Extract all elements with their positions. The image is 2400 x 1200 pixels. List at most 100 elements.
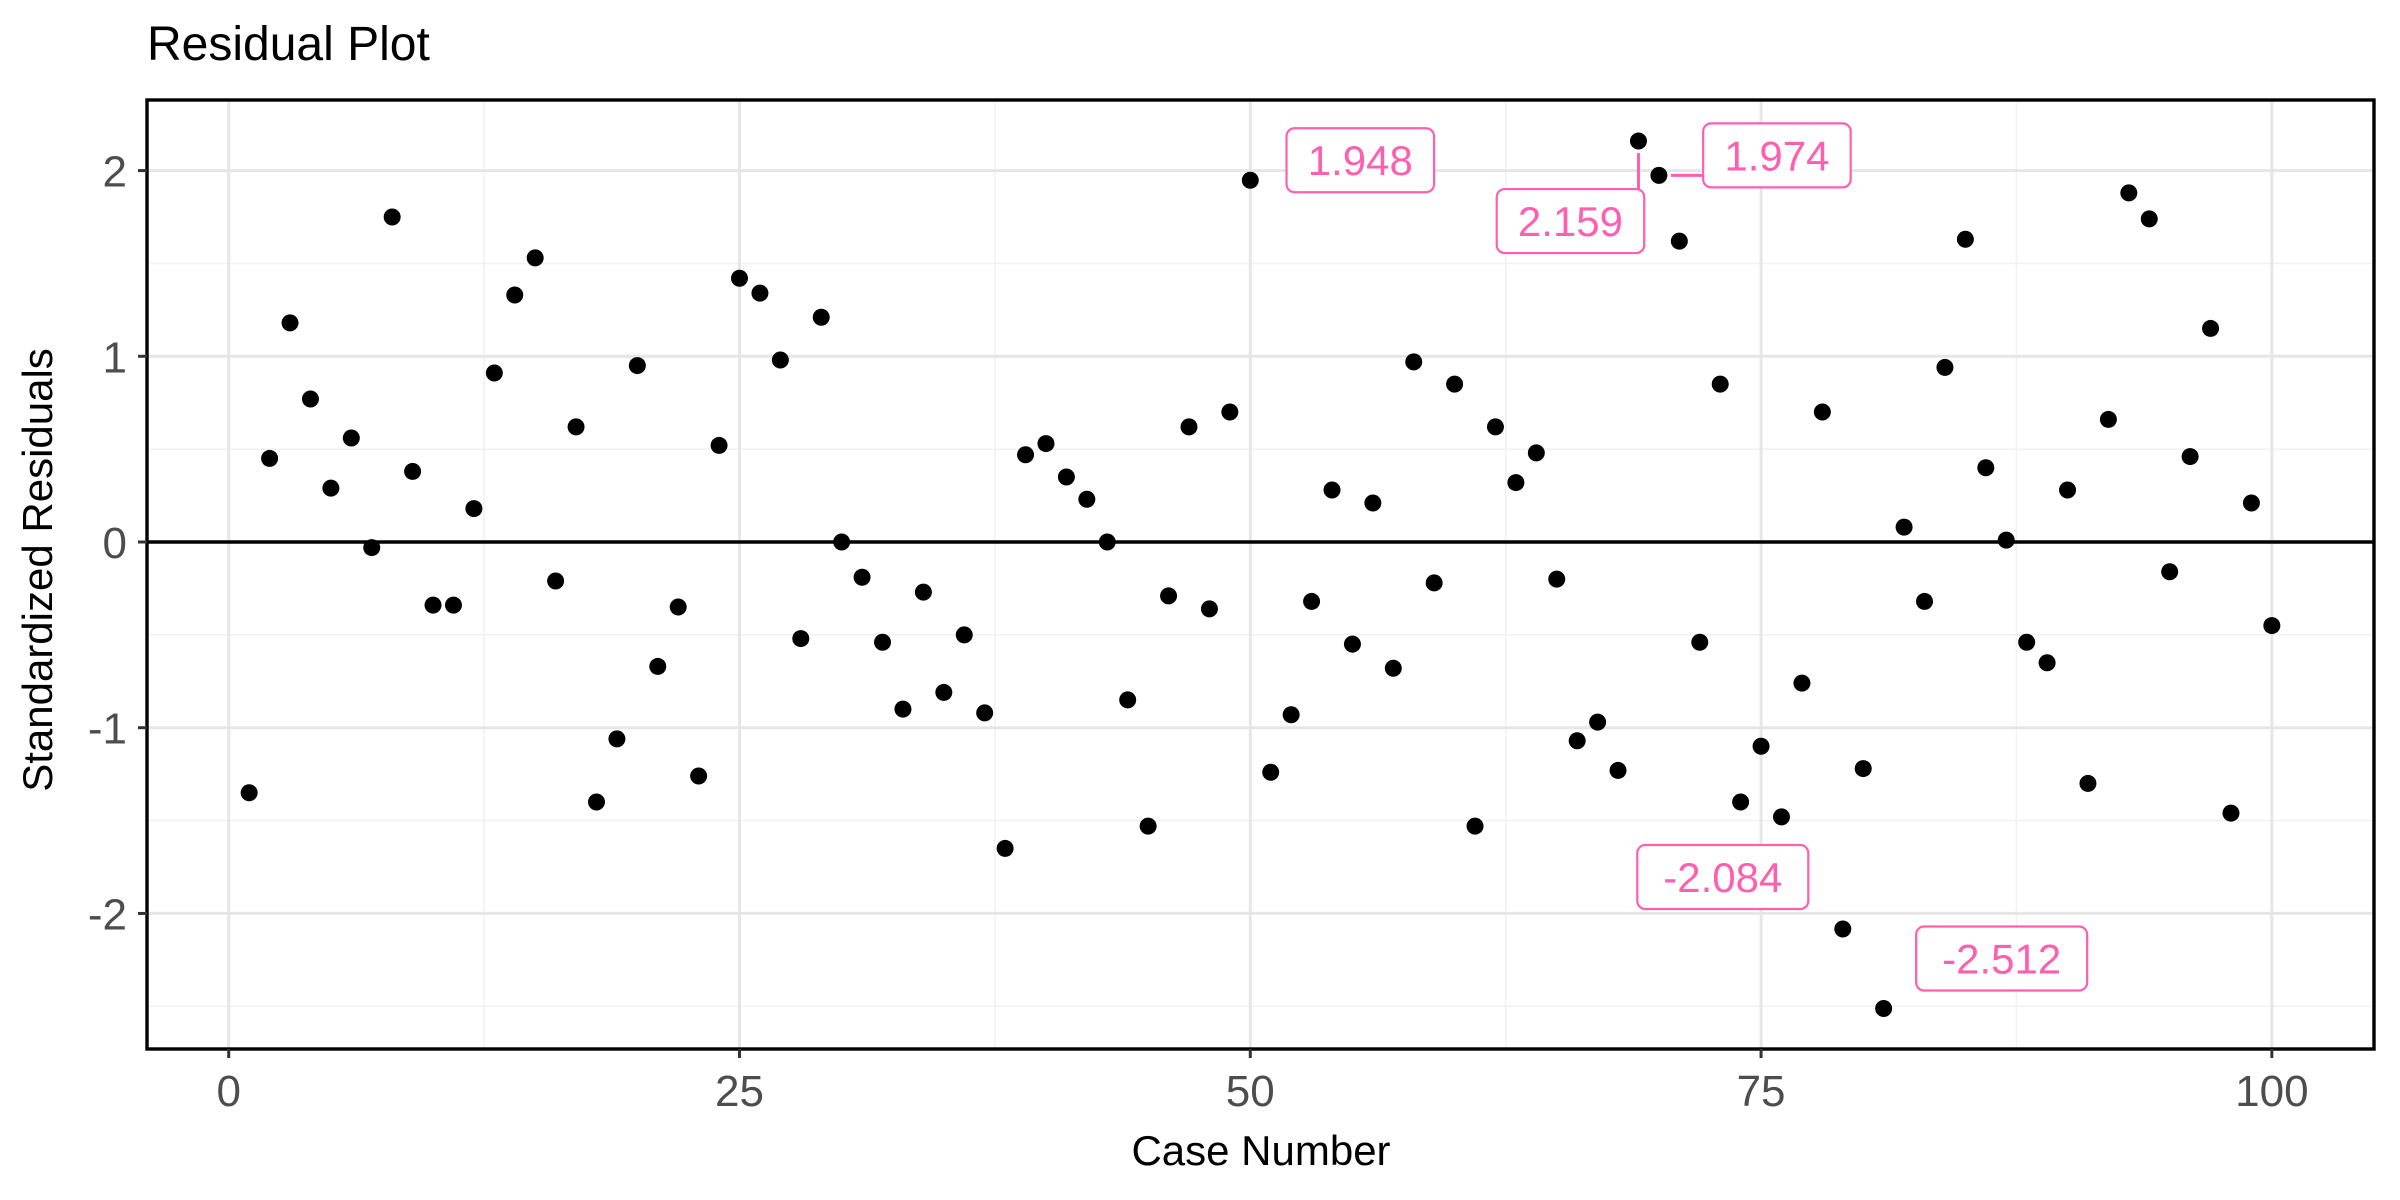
data-point [1160, 587, 1178, 605]
data-point [2120, 184, 2138, 202]
data-point [2181, 448, 2199, 466]
data-point [914, 583, 932, 601]
data-point [853, 568, 871, 586]
data-point [465, 500, 483, 518]
data-point [1221, 403, 1239, 421]
chart-title: Residual Plot [147, 18, 430, 71]
data-point [1956, 230, 1974, 248]
x-axis-title: Case Number [1131, 1127, 1390, 1174]
data-point [1977, 459, 1995, 477]
data-point [1119, 691, 1137, 709]
annotation-label: 1.948 [1308, 137, 1413, 184]
y-tick-label: 1 [103, 333, 127, 382]
data-point [608, 730, 626, 748]
data-point [1282, 706, 1300, 724]
data-point [1364, 494, 1382, 512]
x-tick-label: 25 [715, 1067, 764, 1116]
data-point [1180, 418, 1198, 436]
data-point [2242, 494, 2260, 512]
data-point [955, 626, 973, 644]
data-point [935, 683, 953, 701]
data-point [2263, 617, 2281, 635]
x-tick-label: 50 [1226, 1067, 1275, 1116]
data-point [240, 784, 258, 802]
data-point [2018, 633, 2036, 651]
data-point [547, 572, 565, 590]
annotation-label: -2.084 [1663, 854, 1782, 901]
data-point [1405, 353, 1423, 371]
data-point [1037, 435, 1055, 453]
data-point [1732, 793, 1750, 811]
data-point [281, 314, 299, 332]
data-point [833, 533, 851, 551]
annotation-label: 1.974 [1724, 132, 1829, 179]
data-point [2140, 210, 2158, 228]
data-point [1486, 418, 1504, 436]
data-point [1629, 132, 1647, 150]
x-tick-label: 75 [1737, 1067, 1786, 1116]
annotation-box [1636, 843, 1810, 911]
data-point [1834, 920, 1852, 938]
y-tick-label: 0 [103, 519, 127, 568]
data-point [1098, 533, 1116, 551]
data-point [383, 208, 401, 226]
data-point [1384, 659, 1402, 677]
data-point [2038, 654, 2056, 672]
data-point [1670, 232, 1688, 250]
data-point [2161, 563, 2179, 581]
data-point [1568, 732, 1586, 750]
data-point [1997, 531, 2015, 549]
x-tick-label: 0 [216, 1067, 240, 1116]
data-point [1343, 635, 1361, 653]
data-point [874, 633, 892, 651]
data-point [1303, 592, 1321, 610]
data-point [1139, 817, 1157, 835]
y-tick-label: 2 [103, 148, 127, 197]
data-point [1813, 403, 1831, 421]
data-point [1772, 808, 1790, 826]
data-point [1548, 570, 1566, 588]
data-point [444, 596, 462, 614]
data-point [771, 351, 789, 369]
data-point [649, 657, 667, 675]
data-point [261, 449, 279, 467]
data-point [2059, 481, 2077, 499]
grid-lines [147, 100, 2374, 1049]
data-point [342, 429, 360, 447]
data-point [2202, 319, 2220, 337]
data-point [1057, 468, 1075, 486]
data-point [1425, 574, 1443, 592]
data-point [587, 793, 605, 811]
x-axis-ticks: 0 25 50 75 100 [216, 1049, 2309, 1116]
data-point [1017, 446, 1035, 464]
data-point [567, 418, 585, 436]
data-point [1916, 592, 1934, 610]
data-point [1609, 761, 1627, 779]
data-point [485, 364, 503, 382]
data-points [240, 132, 2281, 1018]
data-point [322, 479, 340, 497]
data-point [751, 284, 769, 302]
data-point [1262, 763, 1280, 781]
data-point [1854, 760, 1872, 778]
data-point [2079, 774, 2097, 792]
annotation-box [1702, 122, 1852, 189]
x-tick-label: 100 [2235, 1067, 2308, 1116]
data-point [1323, 481, 1341, 499]
data-point [1200, 600, 1218, 618]
annotation-labels: 1.948 2.159 1.974 -2.084 -2.512 [1285, 122, 2089, 992]
y-tick-label: -1 [88, 705, 127, 754]
data-point [1895, 518, 1913, 536]
data-point [1875, 1000, 1893, 1018]
data-point [1793, 674, 1811, 692]
data-point [894, 700, 912, 718]
annotation-label: -2.512 [1942, 936, 2061, 983]
data-point [1241, 171, 1259, 189]
annotation-label: 2.159 [1518, 198, 1623, 245]
data-point [792, 630, 810, 648]
annotation-box [1285, 127, 1436, 194]
data-point [1466, 817, 1484, 835]
data-point [1446, 375, 1464, 393]
data-point [1711, 375, 1729, 393]
